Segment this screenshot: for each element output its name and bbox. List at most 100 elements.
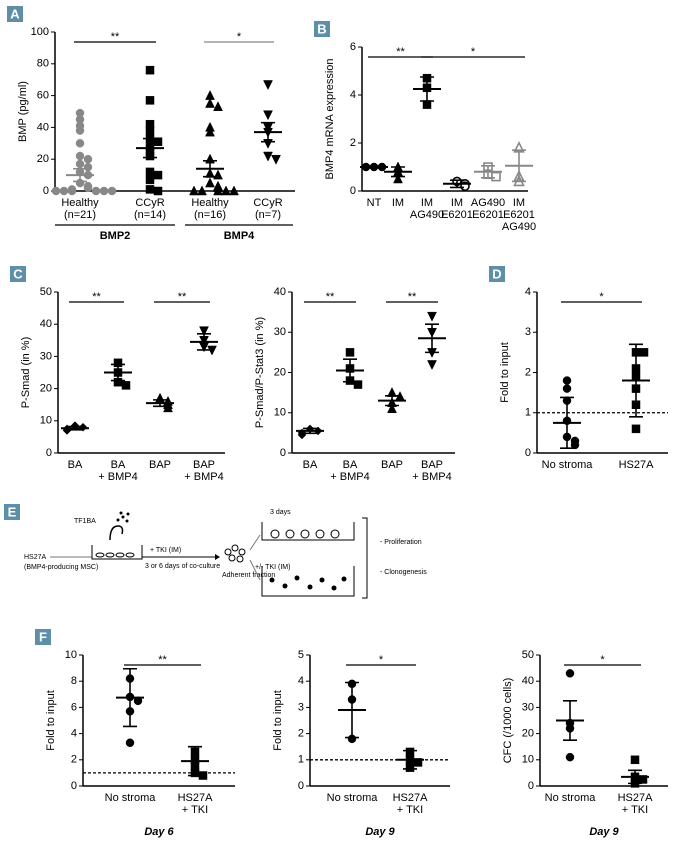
x-tick-label: + BMP4: [98, 471, 137, 483]
y-tick-label: 1: [298, 754, 304, 766]
data-point: [67, 186, 77, 196]
x-tick-label: No stroma: [105, 792, 157, 804]
x-tick-label: HS27A: [393, 792, 429, 804]
error-bar: [111, 363, 125, 382]
culture-label: 3 days: [270, 509, 291, 516]
cell-drops: [116, 511, 130, 523]
data-point: [83, 162, 93, 172]
error-bar: [628, 769, 642, 785]
error-bar: [153, 399, 167, 408]
treatment-label: + TKI (IM): [150, 547, 181, 554]
y-tick-label: 40: [274, 286, 286, 298]
y-tick-label: 0: [298, 780, 304, 792]
x-tick-label: (n=7): [255, 209, 281, 221]
data-point: [205, 97, 215, 108]
x-tick-label: + BMP4: [412, 471, 451, 483]
x-tick-label: BA: [68, 459, 83, 471]
x-tick-label: (n=21): [64, 209, 96, 221]
y-tick-label: 2: [350, 137, 356, 149]
y-tick-label: 30: [40, 350, 52, 362]
data-point: [562, 384, 572, 393]
y-tick-label: 40: [522, 675, 534, 687]
x-tick-label: + BMP4: [330, 471, 369, 483]
data-point: [213, 185, 223, 196]
retreatment-label: +/- TKI (IM): [255, 564, 290, 571]
dish: [91, 545, 143, 560]
x-tick-label: IM: [513, 197, 525, 209]
y-tick-label: 60: [37, 90, 49, 102]
data-point: [199, 326, 209, 337]
panel-letter: F: [39, 629, 47, 644]
panel-badge: [489, 266, 505, 282]
data-point: [205, 126, 215, 137]
panel-letter: B: [317, 21, 326, 36]
y-tick-label: 80: [37, 58, 49, 70]
y-tick-label: 2: [71, 754, 77, 766]
x-tick-label: No stroma: [327, 792, 379, 804]
data-point: [145, 175, 155, 185]
data-point: [271, 154, 281, 165]
panel-chart: 0 1 2 3 4 5 Fold to input No stroma HS27A+ TKI * D…: [272, 649, 450, 838]
y-tick-label: 2: [298, 728, 304, 740]
panel-badge: [7, 6, 23, 22]
dish: [261, 522, 355, 541]
x-axis-label: Day 9: [365, 826, 395, 838]
data-point: [387, 403, 397, 413]
panel-chart: D 0 1 2 3 4 Fold to input No stroma HS27A *: [489, 266, 668, 471]
x-tick-label: E6201: [441, 209, 473, 221]
x-tick-label: BAP: [421, 459, 443, 471]
error-bar: [563, 700, 577, 741]
error-bar: [123, 667, 137, 728]
error-bar: [343, 358, 357, 383]
data-point: [125, 738, 135, 748]
donor-label: TF1BA: [74, 518, 96, 525]
data-point: [413, 758, 423, 767]
data-point: [59, 186, 69, 196]
data-point: [630, 755, 640, 765]
significance-label: *: [237, 31, 242, 43]
x-tick-label: CCyR: [253, 197, 282, 209]
x-tick-label: BAP: [381, 459, 403, 471]
data-point: [213, 169, 223, 180]
data-point: [145, 96, 155, 105]
x-tick-label: (n=16): [194, 209, 226, 221]
error-bar: [385, 395, 399, 407]
y-axis-label: P-Smad (in %): [20, 337, 32, 409]
error-bar: [345, 681, 359, 739]
data-point: [491, 171, 501, 182]
data-point: [205, 177, 215, 188]
x-tick-label: + BMP4: [184, 471, 223, 483]
readout: - Proliferation: [380, 539, 422, 546]
panel-letter: C: [13, 266, 23, 281]
y-axis-label: Fold to input: [499, 342, 511, 403]
error-bar: [450, 179, 464, 189]
fraction-label: Adherent fraction: [222, 572, 275, 579]
y-tick-label: 4: [71, 728, 77, 740]
error-bar: [391, 166, 405, 178]
significance-label: **: [178, 291, 187, 303]
y-tick-label: 0: [280, 447, 286, 459]
y-tick-label: 3: [525, 326, 531, 338]
y-tick-label: 6: [71, 701, 77, 713]
data-point: [75, 151, 85, 161]
data-point: [631, 424, 641, 434]
data-point: [263, 80, 273, 91]
error-bar: [303, 427, 317, 435]
y-tick-label: 0: [43, 185, 49, 197]
data-point: [570, 440, 580, 450]
x-tick-label: E6201: [472, 209, 504, 221]
data-point: [121, 381, 131, 390]
significance-label: *: [379, 654, 384, 666]
panel-chart: F 0 2 4 6 8 10 Fold to input No stroma HS27A+ TKI…: [35, 629, 235, 838]
section-label: BMP2: [100, 230, 131, 242]
x-tick-label: Healthy: [61, 197, 99, 209]
y-tick-label: 10: [65, 649, 77, 661]
x-tick-label: AG490: [471, 197, 505, 209]
y-axis-label: BMP4 mRNA expression: [324, 58, 336, 179]
y-tick-label: 5: [298, 649, 304, 661]
data-point: [213, 101, 223, 111]
y-axis-label: Fold to input: [45, 690, 57, 751]
stroma-note: (BMP4-producing MSC): [24, 564, 98, 571]
